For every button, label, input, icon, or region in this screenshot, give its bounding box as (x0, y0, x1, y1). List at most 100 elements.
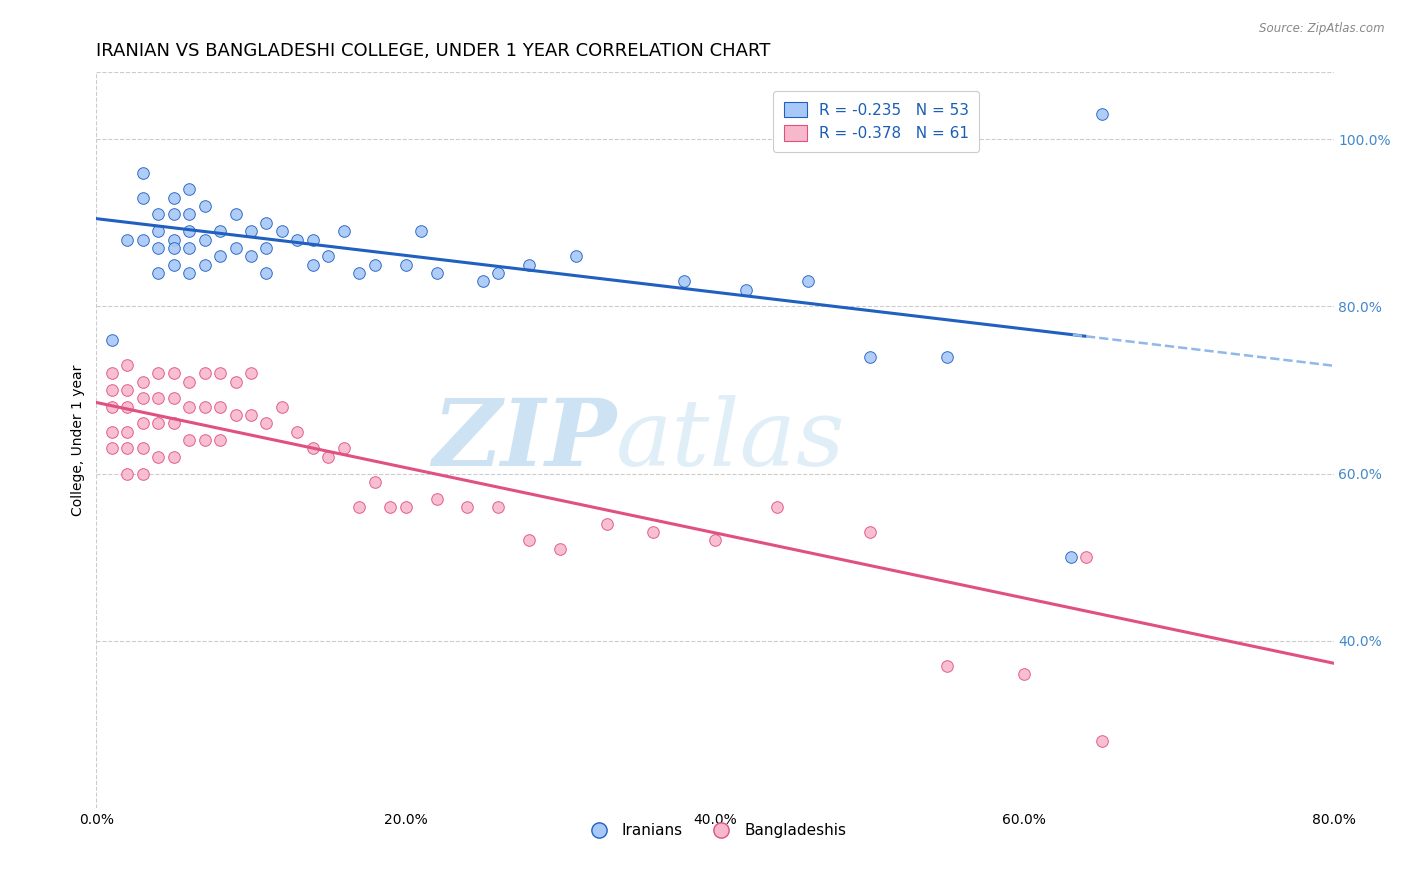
Point (858, 524, 880, 539)
Point (163, 450, 186, 464)
Point (641, 524, 664, 539)
Text: IRANIAN VS BANGLADESHI COLLEGE, UNDER 1 YEAR CORRELATION CHART: IRANIAN VS BANGLADESHI COLLEGE, UNDER 1 … (97, 42, 770, 60)
Point (179, 182, 201, 196)
Point (132, 467, 155, 481)
Point (765, 500, 787, 514)
Point (179, 224, 201, 238)
Point (333, 224, 356, 238)
Point (488, 266, 510, 280)
Point (117, 400, 139, 414)
Point (148, 266, 170, 280)
Point (858, 350, 880, 364)
Point (163, 207, 186, 221)
Y-axis label: College, Under 1 year: College, Under 1 year (72, 365, 86, 516)
Point (488, 500, 510, 514)
Point (209, 249, 232, 263)
Point (132, 417, 155, 431)
Point (595, 516, 617, 531)
Point (132, 166, 155, 180)
Point (271, 400, 294, 414)
Point (395, 258, 418, 272)
Point (364, 258, 387, 272)
Point (517, 533, 540, 548)
Point (318, 249, 340, 263)
Point (287, 233, 309, 247)
Point (163, 241, 186, 255)
Point (163, 191, 186, 205)
Point (132, 191, 155, 205)
Point (1012, 667, 1035, 681)
Point (179, 400, 201, 414)
Point (179, 433, 201, 447)
Point (225, 375, 247, 389)
Point (194, 258, 217, 272)
Point (101, 333, 124, 347)
Point (163, 366, 186, 380)
Point (209, 224, 232, 238)
Text: Source: ZipAtlas.com: Source: ZipAtlas.com (1260, 22, 1385, 36)
Point (472, 274, 495, 288)
Point (703, 533, 725, 548)
Point (117, 467, 139, 481)
Point (117, 358, 139, 372)
Point (148, 450, 170, 464)
Point (148, 224, 170, 238)
Text: atlas: atlas (616, 395, 845, 485)
Point (256, 266, 278, 280)
Point (256, 241, 278, 255)
Point (426, 266, 449, 280)
Point (101, 425, 124, 439)
Point (132, 442, 155, 456)
Point (240, 249, 263, 263)
Point (1059, 550, 1081, 565)
Point (179, 266, 201, 280)
Point (117, 383, 139, 397)
Point (101, 400, 124, 414)
Point (132, 375, 155, 389)
Point (148, 392, 170, 406)
Point (672, 274, 695, 288)
Point (148, 366, 170, 380)
Point (240, 408, 263, 422)
Point (796, 274, 818, 288)
Point (148, 241, 170, 255)
Point (240, 224, 263, 238)
Point (101, 383, 124, 397)
Point (256, 417, 278, 431)
Point (225, 408, 247, 422)
Point (1090, 734, 1112, 748)
Point (302, 258, 325, 272)
Point (209, 400, 232, 414)
Point (271, 224, 294, 238)
Point (935, 658, 957, 673)
Point (194, 199, 217, 213)
Point (287, 425, 309, 439)
Point (517, 258, 540, 272)
Point (148, 207, 170, 221)
Point (1074, 550, 1097, 565)
Point (395, 500, 418, 514)
Point (209, 366, 232, 380)
Point (179, 207, 201, 221)
Point (101, 366, 124, 380)
Point (132, 233, 155, 247)
Point (734, 283, 756, 297)
Point (117, 233, 139, 247)
Point (117, 425, 139, 439)
Point (194, 400, 217, 414)
Point (209, 433, 232, 447)
Text: ZIP: ZIP (432, 395, 616, 485)
Point (163, 233, 186, 247)
Point (564, 249, 586, 263)
Point (194, 233, 217, 247)
Point (194, 366, 217, 380)
Point (179, 241, 201, 255)
Legend: Iranians, Bangladeshis: Iranians, Bangladeshis (578, 817, 852, 844)
Point (302, 233, 325, 247)
Point (349, 266, 371, 280)
Point (194, 433, 217, 447)
Point (1090, 107, 1112, 121)
Point (411, 224, 433, 238)
Point (302, 442, 325, 456)
Point (333, 442, 356, 456)
